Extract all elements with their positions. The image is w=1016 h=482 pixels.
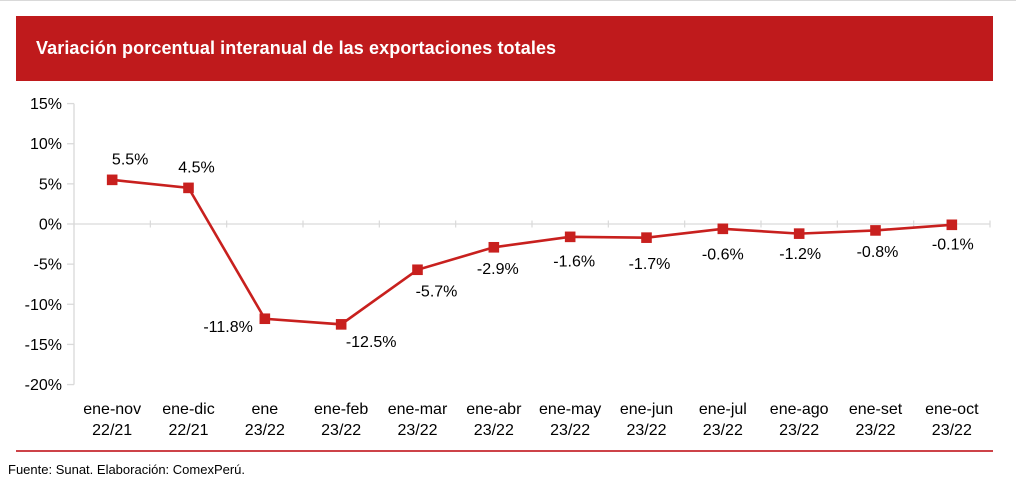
data-point-label: -1.7% (629, 256, 671, 273)
data-point-marker (488, 241, 500, 253)
data-point-marker (412, 264, 423, 276)
data-point-label: 5.5% (112, 151, 148, 168)
x-axis-label: ene-jun 23/22 (620, 401, 673, 439)
data-point-marker (106, 174, 118, 186)
y-axis-label: 15% (30, 96, 62, 113)
x-axis-label: ene-mar 23/22 (388, 401, 448, 439)
data-point-marker (641, 232, 652, 243)
x-axis-label: ene-nov 22/21 (83, 401, 141, 439)
x-axis-label: ene-ago 23/22 (770, 401, 829, 439)
x-axis-label: ene-feb 23/22 (314, 401, 368, 439)
data-point-label: -11.8% (203, 319, 253, 336)
series-line (112, 178, 952, 326)
data-point-label: -5.7% (416, 283, 458, 300)
data-point-label: -1.2% (779, 246, 821, 263)
data-point-marker (335, 319, 347, 330)
y-axis-label: -5% (34, 257, 62, 274)
data-point-label: -2.9% (477, 261, 519, 278)
x-axis-label: ene-may 23/22 (539, 401, 601, 439)
data-point-marker (946, 219, 958, 231)
data-point-marker (717, 223, 729, 235)
data-point-label: -0.8% (857, 244, 899, 261)
x-axis-label: ene-oct 23/22 (925, 401, 979, 439)
x-axis-label: ene 23/22 (245, 401, 285, 439)
data-point-label: -12.5% (346, 334, 397, 351)
footer-separator-line (16, 450, 993, 452)
data-point-label: -1.6% (553, 253, 595, 270)
x-axis-label: ene-set 23/22 (849, 401, 903, 439)
x-axis-label: ene-dic 22/21 (162, 401, 214, 439)
data-point-marker (564, 231, 576, 243)
y-axis-label: -15% (25, 337, 62, 354)
data-point-marker (183, 182, 194, 194)
chart-title-banner: Variación porcentual interanual de las e… (16, 16, 993, 81)
data-point-label: -0.6% (702, 246, 744, 263)
data-point-marker (259, 313, 271, 325)
y-axis-label: 10% (30, 136, 62, 153)
chart-title: Variación porcentual interanual de las e… (36, 38, 557, 58)
data-point-marker (793, 228, 805, 239)
y-axis-label: -20% (25, 377, 62, 394)
data-point-label: 4.5% (178, 159, 214, 176)
x-axis-label: ene-abr 23/22 (466, 401, 522, 439)
x-axis-label: ene-jul 23/22 (699, 401, 747, 439)
source-note: Fuente: Sunat. Elaboración: ComexPerú. (8, 462, 246, 477)
y-axis-label: 5% (39, 176, 62, 193)
data-point-marker (870, 225, 881, 236)
data-point-label: -0.1% (932, 236, 974, 253)
y-axis-label: -10% (25, 297, 62, 314)
y-axis-label: 0% (39, 217, 62, 234)
